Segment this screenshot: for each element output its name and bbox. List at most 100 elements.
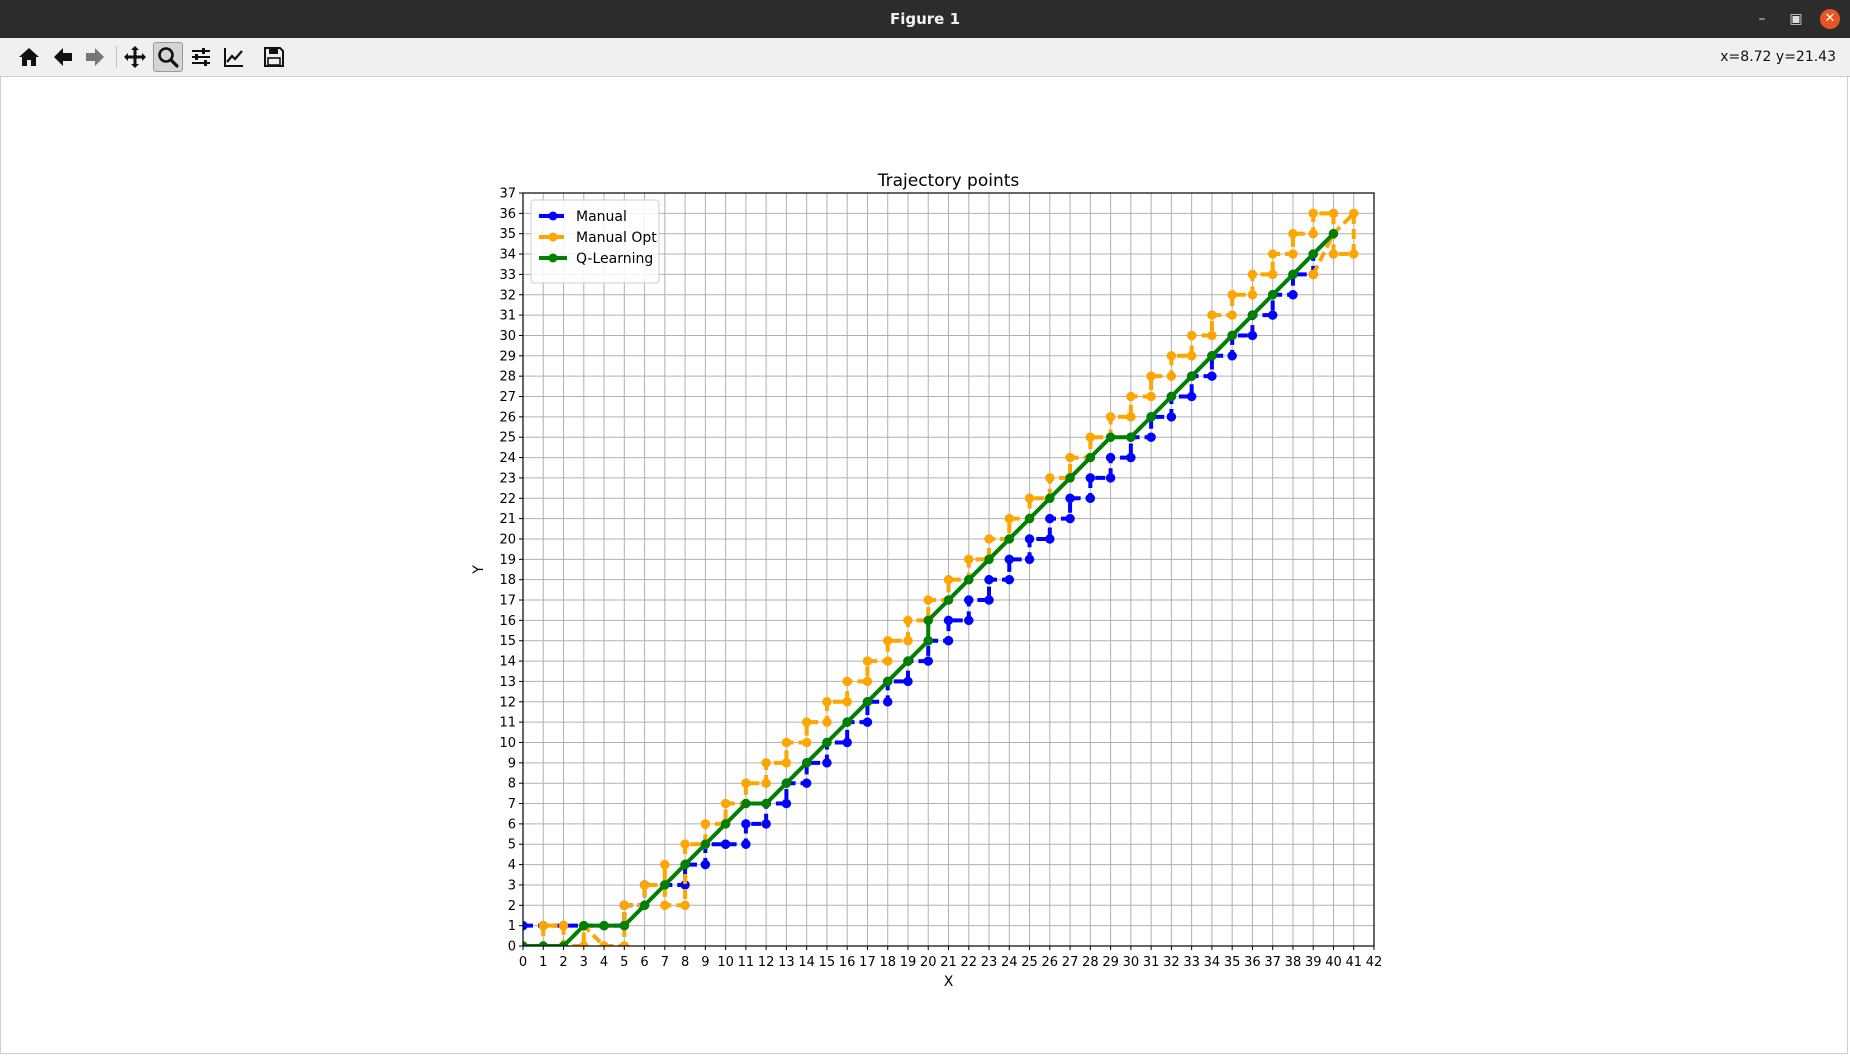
- series-point-manual-opt: [538, 920, 549, 931]
- x-tick-label: 3: [580, 955, 588, 970]
- series-point-manual-opt: [801, 717, 812, 727]
- edit-axis-button[interactable]: [219, 42, 249, 72]
- series-point-manual-opt: [1207, 310, 1217, 320]
- y-tick-label: 10: [499, 736, 516, 751]
- y-tick-label: 25: [499, 431, 516, 446]
- series-point-manual: [903, 676, 913, 687]
- series-point-manual-opt: [579, 941, 589, 946]
- x-tick-label: 17: [859, 955, 876, 970]
- arrow-right-icon: [86, 48, 104, 66]
- series-point-manual: [741, 819, 751, 829]
- series-point-q-learning: [599, 920, 609, 931]
- series-point-q-learning: [741, 798, 751, 809]
- series-point-manual-opt: [1166, 351, 1177, 361]
- series-point-manual-opt: [1267, 269, 1278, 280]
- forward-button[interactable]: [80, 42, 110, 72]
- chart-title: Trajectory points: [877, 171, 1020, 191]
- series-point-q-learning: [842, 717, 852, 727]
- series-point-q-learning: [558, 941, 569, 946]
- series-point-manual-opt: [700, 819, 711, 829]
- configure-subplots-button[interactable]: [186, 42, 216, 72]
- series-point-manual-opt: [1267, 249, 1278, 259]
- series-point-manual-opt: [1227, 310, 1237, 320]
- x-tick-label: 27: [1062, 955, 1079, 970]
- series-point-manual-opt: [660, 900, 670, 911]
- series-point-manual: [1024, 534, 1035, 544]
- home-button[interactable]: [14, 42, 44, 72]
- back-button[interactable]: [48, 42, 78, 72]
- series-point-manual: [1045, 513, 1055, 524]
- trajectory-chart[interactable]: 0 1 2 3 4 5 6 7 8 9 10 11 12 13 14 15 16 17 18 19 20 21 22 23 24…: [1, 77, 1848, 1054]
- y-tick-label: 24: [499, 451, 516, 466]
- y-tick-label: 2: [508, 899, 516, 914]
- x-tick-label: 35: [1224, 955, 1241, 970]
- maximize-icon[interactable]: ▣: [1789, 11, 1803, 27]
- series-point-q-learning: [1247, 310, 1258, 320]
- series-point-manual: [964, 615, 974, 626]
- series-point-manual: [923, 656, 933, 666]
- series-point-manual-opt: [1348, 208, 1359, 219]
- toolbar-separator: [116, 46, 117, 68]
- series-point-manual-opt: [1308, 269, 1318, 280]
- y-tick-label: 30: [499, 329, 516, 344]
- x-tick-label: 28: [1082, 955, 1099, 970]
- y-tick-label: 37: [499, 187, 516, 202]
- series-point-manual-opt: [781, 758, 792, 768]
- y-tick-label: 13: [499, 675, 516, 690]
- series-point-q-learning: [801, 758, 812, 768]
- figure-canvas[interactable]: 0 1 2 3 4 5 6 7 8 9 10 11 12 13 14 15 16 17 18 19 20 21 22 23 24…: [1, 77, 1848, 1054]
- x-tick-label: 37: [1264, 955, 1281, 970]
- series-point-manual: [1207, 371, 1217, 381]
- series-point-manual-opt: [1045, 473, 1055, 483]
- x-tick-label: 10: [717, 955, 734, 970]
- series-point-manual-opt: [1004, 513, 1015, 524]
- series-point-manual: [984, 595, 994, 605]
- y-tick-label: 22: [499, 492, 516, 507]
- series-point-manual-opt: [842, 676, 852, 687]
- x-tick-label: 15: [819, 955, 836, 970]
- x-tick-label: 22: [960, 955, 977, 970]
- minimize-icon[interactable]: –: [1758, 11, 1766, 27]
- x-tick-label: 25: [1021, 955, 1038, 970]
- x-tick-label: 26: [1042, 955, 1059, 970]
- series-point-manual-opt: [1328, 208, 1339, 219]
- x-tick-label: 42: [1366, 955, 1383, 970]
- series-point-manual-opt: [903, 635, 913, 646]
- y-tick-label: 0: [508, 940, 516, 955]
- y-tick-label: 11: [499, 716, 516, 731]
- move-icon: [124, 46, 146, 68]
- y-tick-label: 20: [499, 532, 516, 547]
- series-point-manual-opt: [923, 595, 933, 605]
- x-tick-label: 23: [981, 955, 998, 970]
- series-point-q-learning: [923, 615, 933, 626]
- legend-label: Q-Learning: [576, 251, 653, 267]
- series-point-q-learning: [1105, 432, 1116, 442]
- series-point-q-learning: [1328, 228, 1339, 239]
- series-point-manual: [741, 839, 751, 849]
- series-point-q-learning: [579, 920, 589, 931]
- series-point-manual: [1247, 330, 1258, 341]
- x-tick-label: 8: [681, 955, 689, 970]
- series-point-manual: [1126, 452, 1136, 463]
- y-tick-label: 36: [499, 207, 516, 222]
- series-point-manual-opt: [1166, 371, 1177, 381]
- legend-item: Manual: [539, 209, 627, 225]
- series-point-manual: [943, 615, 954, 626]
- series-point-manual: [862, 717, 873, 727]
- arrow-left-icon: [54, 48, 72, 66]
- x-axis-label: X: [944, 974, 954, 990]
- series-point-q-learning: [1207, 351, 1217, 361]
- series-point-manual: [1146, 432, 1156, 442]
- zoom-button[interactable]: [153, 42, 183, 72]
- pan-button[interactable]: [120, 42, 150, 72]
- x-tick-label: 1: [539, 955, 547, 970]
- save-button[interactable]: [259, 42, 289, 72]
- y-tick-label: 26: [499, 410, 516, 425]
- series-point-manual: [842, 737, 852, 748]
- legend-label: Manual: [576, 209, 627, 225]
- y-tick-label: 12: [499, 695, 516, 710]
- close-icon[interactable]: ✕: [1820, 9, 1840, 29]
- series-point-q-learning: [1267, 290, 1278, 300]
- series-point-manual-opt: [1308, 208, 1318, 219]
- series-point-manual-opt: [761, 758, 771, 768]
